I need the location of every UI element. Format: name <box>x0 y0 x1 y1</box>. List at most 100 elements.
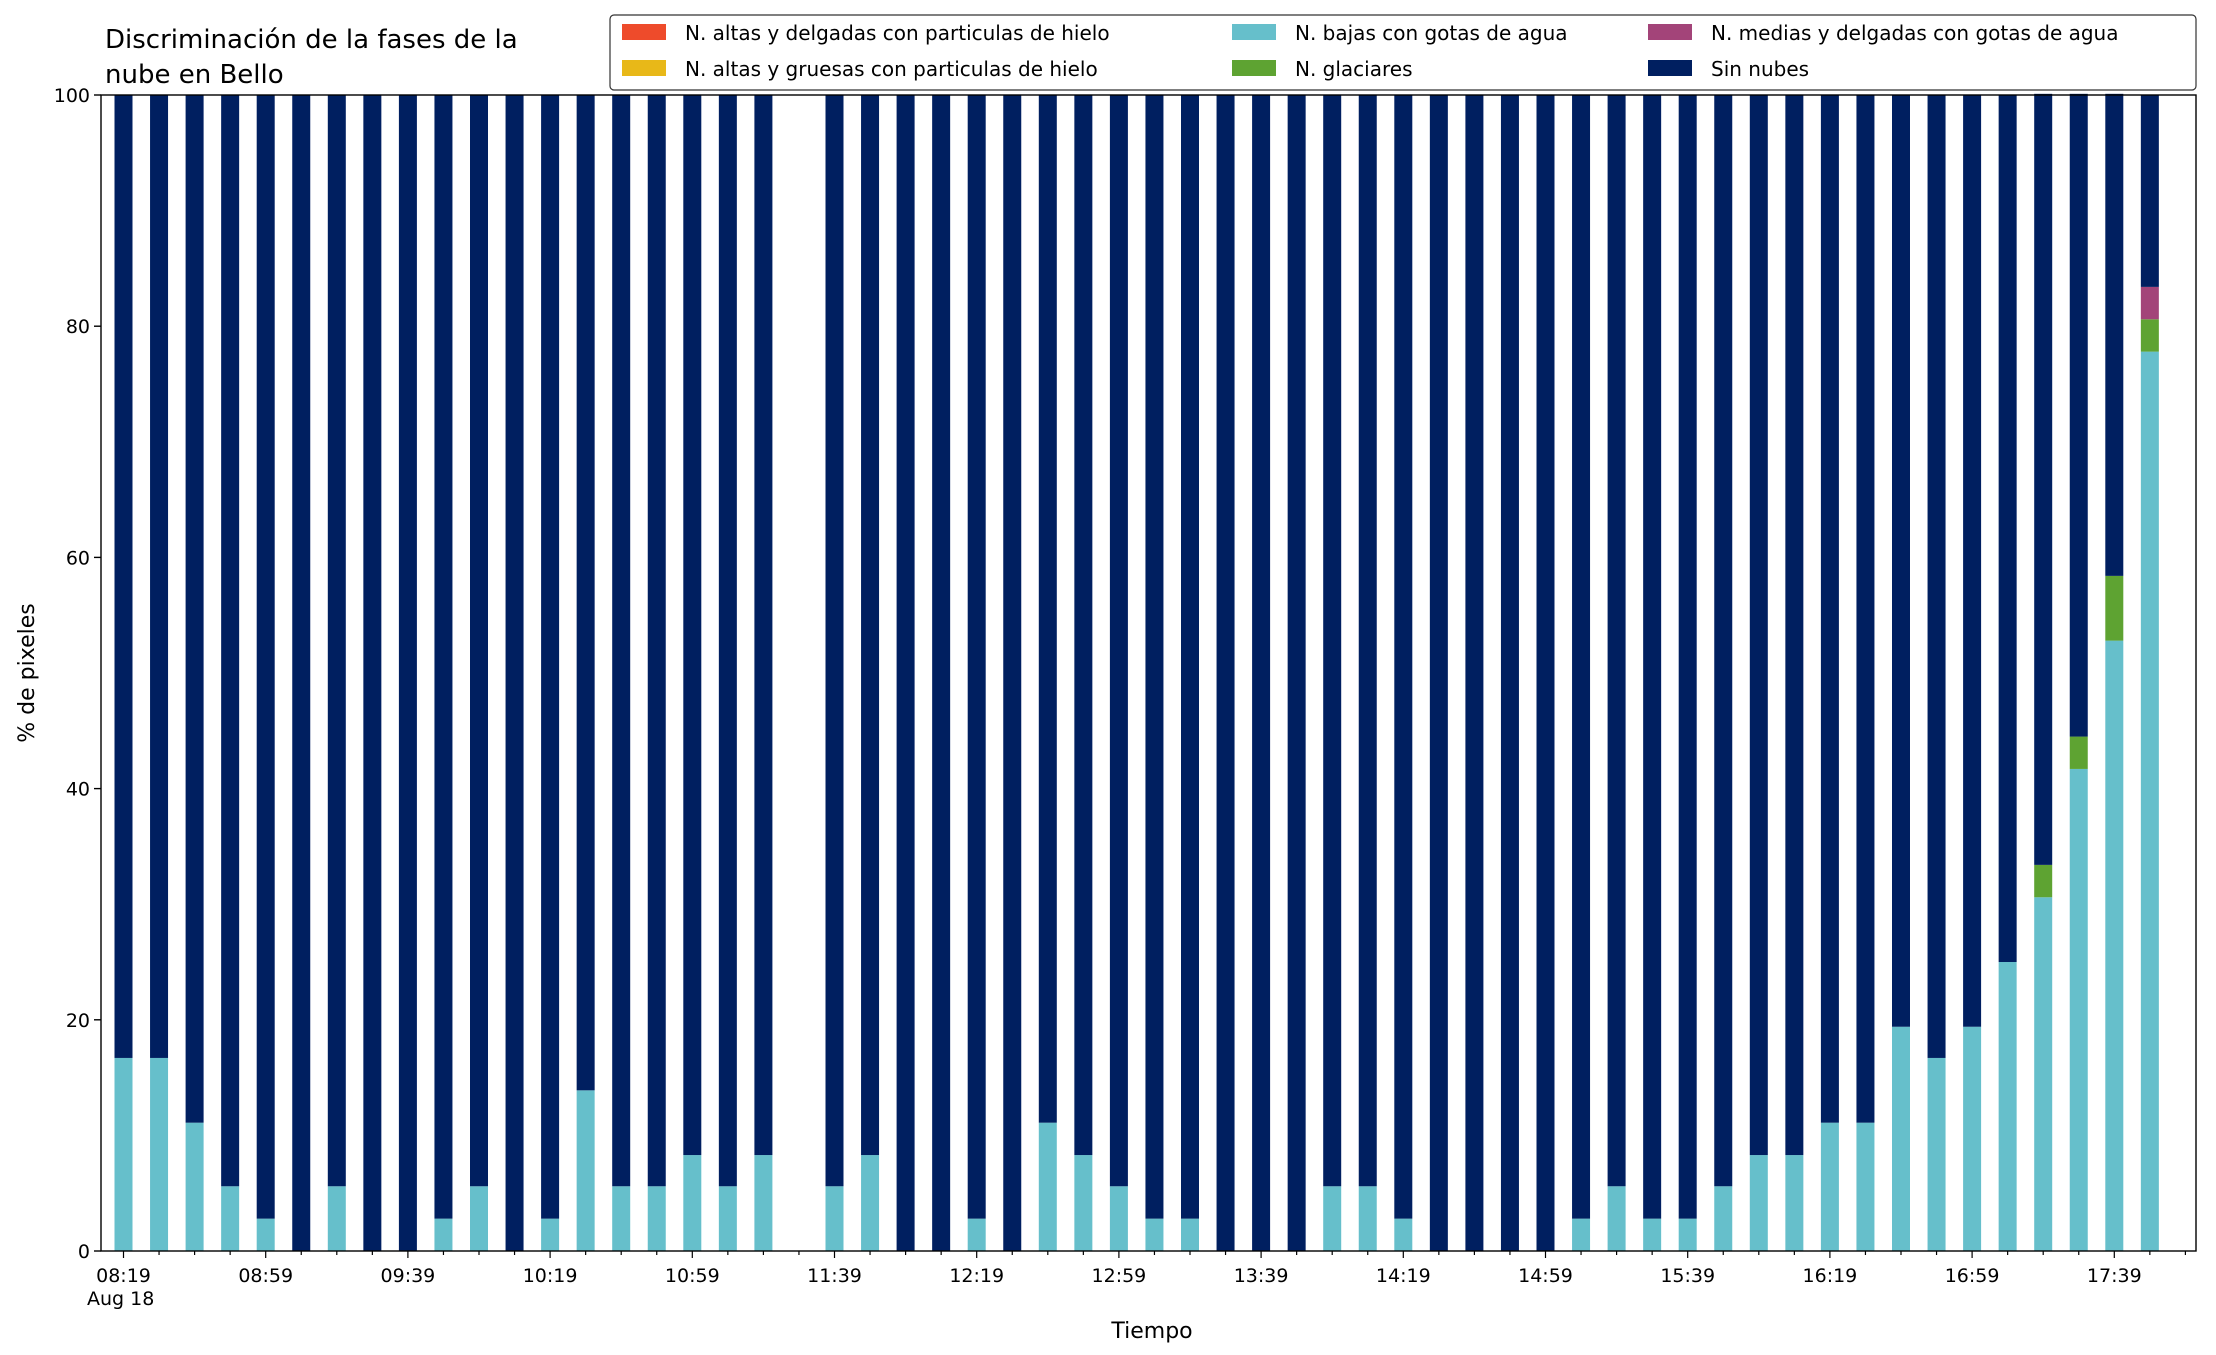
bar-segment <box>576 95 595 1091</box>
bar-segment <box>327 1186 346 1251</box>
bar-segment <box>754 95 773 1156</box>
bar-segment <box>1394 95 1413 1219</box>
bar-segment <box>1572 1218 1591 1251</box>
bar-segment <box>1678 1218 1697 1251</box>
bar-segment <box>896 95 915 1251</box>
bar-segment <box>718 95 737 1187</box>
legend-item: N. bajas con gotas de agua <box>1232 21 1568 45</box>
y-tick-label: 60 <box>66 547 90 569</box>
bar-segment <box>1678 95 1697 1219</box>
bar-segment <box>1856 95 1875 1123</box>
bar-segment <box>1643 95 1662 1219</box>
bar-segment <box>861 1155 880 1251</box>
bar-segment <box>1038 1122 1057 1251</box>
bar-segment <box>1892 1026 1910 1251</box>
bar-segment <box>1643 1218 1662 1251</box>
bar-segment <box>1785 1155 1804 1251</box>
bar-segment <box>1323 1186 1342 1251</box>
bar-segment <box>2140 319 2159 352</box>
bar-segment <box>718 1186 737 1251</box>
bar-segment <box>1714 1186 1733 1251</box>
bar-segment <box>221 95 240 1187</box>
bar-segment <box>1820 95 1839 1123</box>
bar-segment <box>647 95 666 1187</box>
bar-segment <box>1892 95 1910 1027</box>
legend-swatch <box>1648 24 1692 40</box>
bar-segment <box>256 95 275 1219</box>
bar-segment <box>114 95 133 1058</box>
bar-segment <box>647 1186 666 1251</box>
bar-segment <box>612 95 631 1187</box>
bar-segment <box>1963 1026 1982 1251</box>
bar-segment <box>1998 95 2017 962</box>
bar-segment <box>505 95 524 1251</box>
legend-item: N. glaciares <box>1232 57 1413 81</box>
bar-segment <box>541 95 560 1219</box>
bar-segment <box>1358 95 1377 1187</box>
legend-swatch <box>1648 60 1692 76</box>
bar-segment <box>2069 93 2088 737</box>
plot-frame <box>100 94 2197 1252</box>
bar-segment <box>1109 1186 1128 1251</box>
bar-segment <box>1856 1122 1875 1251</box>
legend-swatch <box>622 24 666 40</box>
bar-segment <box>1500 95 1519 1251</box>
x-tick-label: 16:19 <box>1803 1265 1858 1287</box>
bar-segment <box>150 95 169 1058</box>
bar-segment <box>1394 1218 1413 1251</box>
bar-segment <box>1252 95 1271 1251</box>
legend-label: N. altas y gruesas con particulas de hie… <box>685 57 1098 81</box>
y-tick-label: 0 <box>78 1241 90 1263</box>
bar-segment <box>363 95 382 1251</box>
y-tick-label: 40 <box>66 779 90 801</box>
bar-segment <box>2140 351 2159 1251</box>
bar-segment <box>541 1218 560 1251</box>
x-tick-label: 14:59 <box>1518 1265 1573 1287</box>
x-tick-label: 17:39 <box>2087 1265 2142 1287</box>
bar-segment <box>292 95 311 1251</box>
bar-segment <box>470 95 488 1187</box>
legend-items: N. altas y delgadas con particulas de hi… <box>622 21 2119 81</box>
legend-frame <box>609 14 2197 91</box>
legend: N. altas y delgadas con particulas de hi… <box>609 14 2197 91</box>
y-tick-label: 100 <box>54 85 90 107</box>
bar-segment <box>1109 95 1128 1187</box>
bar-segment <box>114 1057 133 1251</box>
bar-segment <box>1714 95 1733 1187</box>
bar-segment <box>967 95 986 1219</box>
bar-segment <box>1074 95 1093 1156</box>
bar-segment <box>612 1186 631 1251</box>
bar-segment <box>1536 95 1555 1251</box>
legend-swatch <box>1232 24 1276 40</box>
x-tick-label: 08:59 <box>238 1265 293 1287</box>
x-axis: 08:19 08:59 09:39 10:19 10:59 11:39 12:19 12:59… <box>96 1251 2186 1287</box>
x-tick-label: 13:39 <box>1234 1265 1289 1287</box>
x-tick-label: 14:19 <box>1376 1265 1431 1287</box>
legend-swatch <box>622 60 666 76</box>
bar-segment <box>256 1218 275 1251</box>
bar-segment <box>1181 1218 1199 1251</box>
bar-segment <box>2140 286 2159 320</box>
bar-segment <box>327 95 346 1187</box>
bar-segment <box>2105 640 2124 1251</box>
bar-segment <box>2034 864 2053 898</box>
y-axis: 0 20 40 60 80 100 <box>54 85 101 1263</box>
bar-segment <box>1998 962 2017 1251</box>
bar-segment <box>1074 1155 1093 1251</box>
bar-segment <box>398 95 417 1251</box>
bar-segment <box>861 95 880 1156</box>
bar-segment <box>185 95 204 1123</box>
chart-title-line: Discriminación de la fases de la <box>105 25 518 55</box>
x-tick-label: 10:59 <box>665 1265 720 1287</box>
x-axis-label: Tiempo <box>1110 1319 1192 1344</box>
bar-segment <box>1003 95 1022 1251</box>
bar-segment <box>1749 95 1768 1156</box>
bar-segment <box>683 95 702 1156</box>
bar-segment <box>1181 95 1199 1219</box>
legend-item: N. medias y delgadas con gotas de agua <box>1648 21 2119 45</box>
bar-segment <box>1785 95 1804 1156</box>
bar-segment <box>825 1186 844 1251</box>
y-axis-label: % de pixeles <box>15 603 40 742</box>
bar-segment <box>150 1057 169 1251</box>
